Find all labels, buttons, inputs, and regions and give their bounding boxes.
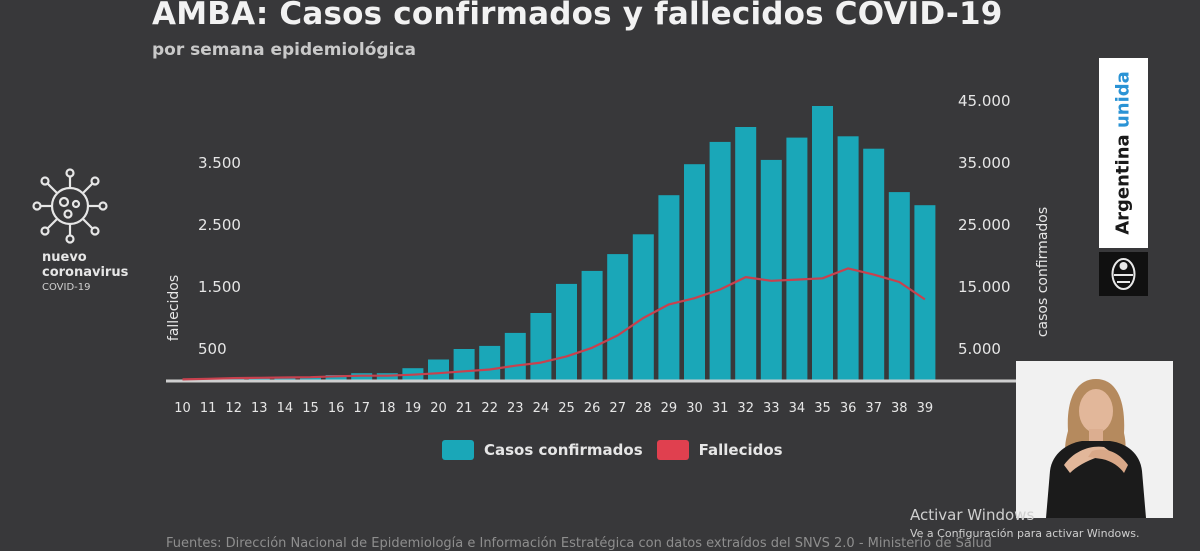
bar-week-31 — [710, 142, 731, 380]
y-right-tick-45000: 45.000 — [958, 92, 1011, 110]
sign-language-interpreter — [1016, 361, 1173, 518]
x-tick-16: 16 — [328, 401, 345, 416]
y-right-axis-label: casos confirmados — [1035, 207, 1051, 337]
y-right-tick-5000: 5.000 — [958, 340, 1001, 358]
chart-legend: Casos confirmados Fallecidos — [442, 440, 783, 460]
source-footer: Fuentes: Dirección Nacional de Epidemiol… — [166, 536, 992, 551]
x-tick-10: 10 — [174, 401, 191, 416]
x-tick-13: 13 — [251, 401, 268, 416]
x-tick-20: 20 — [430, 401, 447, 416]
x-tick-17: 17 — [353, 401, 370, 416]
x-tick-28: 28 — [635, 401, 652, 416]
legend-item-cases: Casos confirmados — [442, 440, 643, 460]
bar-week-34 — [786, 138, 807, 380]
bar-week-37 — [863, 149, 884, 380]
bar-week-20 — [428, 360, 449, 381]
bar-week-33 — [761, 160, 782, 380]
x-tick-23: 23 — [507, 401, 524, 416]
argentina-unida-badge: Argentina unida — [1099, 58, 1148, 296]
y-right-tick-15000: 15.000 — [958, 278, 1011, 296]
y-left-tick-500: 500 — [198, 340, 227, 358]
brand-text-a: Argentina — [1113, 134, 1134, 234]
watermark-line-2: Ve a Configuración para activar Windows. — [910, 527, 1140, 540]
bar-week-23 — [505, 333, 526, 380]
bar-week-30 — [684, 164, 705, 380]
x-tick-15: 15 — [302, 401, 319, 416]
x-tick-19: 19 — [405, 401, 422, 416]
x-tick-30: 30 — [686, 401, 703, 416]
bar-week-21 — [454, 349, 475, 380]
legend-swatch-cases — [442, 440, 474, 460]
y-left-tick-1500: 1.500 — [198, 278, 241, 296]
bar-week-32 — [735, 127, 756, 380]
x-tick-21: 21 — [456, 401, 473, 416]
x-tick-39: 39 — [917, 401, 934, 416]
x-tick-38: 38 — [891, 401, 908, 416]
x-tick-34: 34 — [789, 401, 806, 416]
bar-week-24 — [530, 313, 551, 380]
x-tick-32: 32 — [737, 401, 754, 416]
brand-text-b: unida — [1113, 71, 1134, 128]
y-left-axis-label: fallecidos — [166, 275, 182, 341]
x-tick-35: 35 — [814, 401, 831, 416]
legend-item-deaths: Fallecidos — [657, 440, 783, 460]
legend-label-cases: Casos confirmados — [484, 441, 643, 459]
x-tick-37: 37 — [865, 401, 882, 416]
x-tick-14: 14 — [277, 401, 294, 416]
bar-week-36 — [838, 136, 859, 380]
x-tick-27: 27 — [609, 401, 626, 416]
x-tick-22: 22 — [481, 401, 498, 416]
y-right-tick-25000: 25.000 — [958, 216, 1011, 234]
windows-activation-watermark: Activar Windows Ve a Configuración para … — [910, 506, 1140, 540]
bar-week-25 — [556, 284, 577, 380]
x-tick-36: 36 — [840, 401, 857, 416]
x-tick-25: 25 — [558, 401, 575, 416]
bar-week-26 — [582, 271, 603, 380]
x-tick-29: 29 — [661, 401, 678, 416]
legend-swatch-deaths — [657, 440, 689, 460]
legend-label-deaths: Fallecidos — [699, 441, 783, 459]
bar-week-29 — [658, 195, 679, 380]
brand-text: Argentina unida — [1113, 71, 1134, 235]
watermark-line-1: Activar Windows — [910, 506, 1140, 524]
y-left-tick-3500: 3.500 — [198, 154, 241, 172]
y-right-tick-35000: 35.000 — [958, 154, 1011, 172]
bar-week-28 — [633, 234, 654, 380]
bar-week-35 — [812, 106, 833, 380]
bar-week-22 — [479, 346, 500, 380]
x-tick-33: 33 — [763, 401, 780, 416]
bar-week-39 — [914, 205, 935, 380]
x-tick-12: 12 — [225, 401, 242, 416]
x-tick-31: 31 — [712, 401, 729, 416]
x-tick-24: 24 — [533, 401, 550, 416]
x-tick-11: 11 — [200, 401, 217, 416]
y-left-tick-2500: 2.500 — [198, 216, 241, 234]
bar-week-27 — [607, 254, 628, 380]
x-tick-26: 26 — [584, 401, 601, 416]
x-tick-18: 18 — [379, 401, 396, 416]
national-seal-icon — [1099, 252, 1148, 296]
